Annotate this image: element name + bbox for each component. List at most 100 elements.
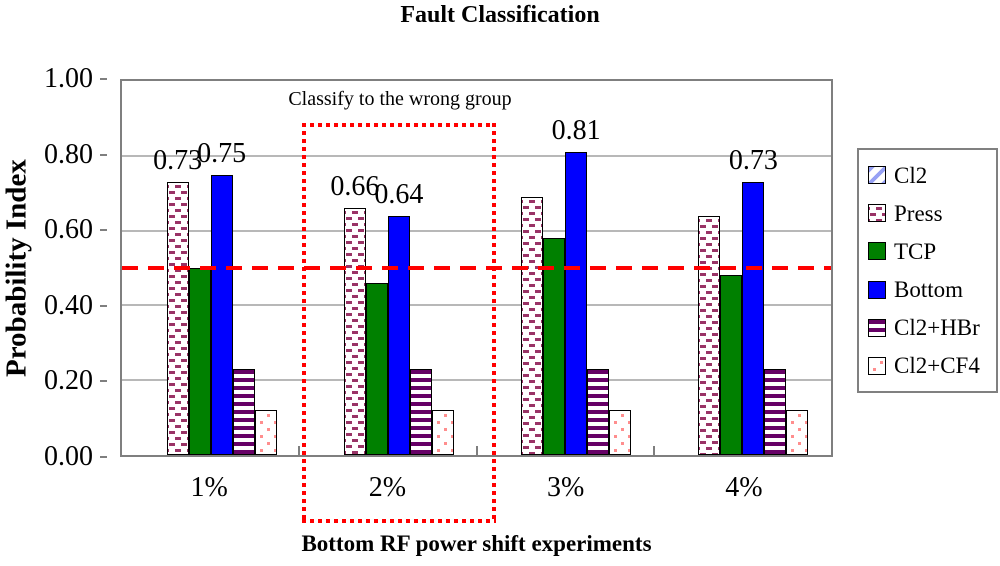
bar-slot: 0.73	[153, 81, 202, 455]
y-tick-mark	[100, 304, 107, 307]
bar-slot: 0.73	[729, 81, 778, 455]
bar-group-1%: 0.73 0.75	[122, 81, 299, 455]
bar-press-1%	[166, 181, 189, 455]
category-tick-mark	[652, 446, 655, 455]
x-axis-title: Bottom RF power shift experiments	[301, 531, 652, 556]
y-tick-mark	[100, 78, 107, 80]
bar-value-label: 0.75	[197, 137, 247, 169]
bottom-swatch-icon	[868, 280, 886, 299]
bar-cf4-1%	[254, 410, 277, 455]
bar-slot	[698, 81, 721, 455]
x-axis-labels: 1% 2% 3% 4%	[120, 472, 833, 504]
gridline	[122, 229, 831, 232]
gridline	[122, 304, 831, 307]
press-swatch-icon	[868, 204, 886, 223]
bar-value-label: 0.73	[153, 144, 203, 176]
legend: Cl2 Press TCP Bottom Cl2+HBr Cl2+CF4	[857, 148, 998, 393]
bar-slot	[365, 81, 388, 455]
bar-hbr-1%	[232, 368, 255, 455]
legend-label: Cl2	[894, 162, 928, 188]
bar-slot	[543, 81, 566, 455]
bar-slot: 0.75	[197, 81, 246, 455]
bar-slot: 0.64	[374, 81, 423, 455]
bar-tcp-4%	[720, 275, 743, 455]
bar-slot	[409, 81, 432, 455]
bar-slot: 0.66	[330, 81, 379, 455]
bar-slot	[587, 81, 610, 455]
cl2-swatch-icon	[868, 166, 886, 185]
tcp-swatch-icon	[868, 242, 886, 261]
y-tick-label: 0.00	[44, 441, 93, 472]
y-tick-mark	[100, 153, 107, 156]
bar-hbr-2%	[409, 368, 432, 455]
y-tick-mark	[100, 229, 107, 232]
y-tick-mark	[100, 456, 107, 458]
bar-cf4-2%	[431, 410, 454, 455]
x-tick-label-3%: 3%	[546, 472, 585, 503]
gridline	[122, 379, 831, 382]
legend-label: Cl2+CF4	[894, 353, 980, 379]
bar-bottom-2%	[387, 215, 410, 455]
highlight-box-bottom-edge	[302, 519, 496, 523]
y-tick-label: 0.80	[44, 138, 93, 170]
bar-slot	[786, 81, 809, 455]
bar-hbr-3%	[587, 368, 610, 455]
legend-item-tcp: TCP	[868, 240, 996, 263]
bar-slot: 0.81	[552, 81, 601, 455]
bar-slot	[431, 81, 454, 455]
bar-value-label: 0.64	[374, 178, 424, 210]
bar-slot	[764, 81, 787, 455]
legend-item-hbr: Cl2+HBr	[868, 316, 996, 339]
bar-group-3%: 0.81	[477, 81, 654, 455]
highlight-annotation: Classify to the wrong group	[288, 88, 512, 110]
cf4-swatch-icon	[868, 356, 886, 375]
legend-item-cl2: Cl2	[868, 164, 996, 187]
bar-group-4%: 0.73	[654, 81, 831, 455]
bar-press-3%	[521, 196, 544, 455]
category-tick-mark	[475, 446, 478, 455]
legend-label: TCP	[894, 238, 937, 264]
bar-cf4-4%	[786, 410, 809, 455]
bar-slot	[254, 81, 277, 455]
chart-title: Fault Classification	[400, 2, 600, 28]
legend-item-press: Press	[868, 202, 996, 225]
bar-press-2%	[343, 208, 366, 455]
bar-hbr-4%	[764, 368, 787, 455]
x-tick-label-4%: 4%	[725, 472, 763, 503]
bar-slot	[609, 81, 632, 455]
y-tick-label: 0.60	[44, 214, 93, 246]
reference-line	[122, 266, 831, 270]
y-tick-mark	[100, 380, 107, 383]
y-tick-label: 0.20	[44, 365, 93, 397]
bar-tcp-1%	[188, 268, 211, 455]
legend-label: Cl2+HBr	[894, 315, 980, 341]
bar-tcp-3%	[543, 238, 566, 455]
bar-cf4-3%	[609, 410, 632, 455]
bar-slot	[521, 81, 544, 455]
x-tick-label-1%: 1%	[190, 472, 228, 503]
bar-press-4%	[698, 215, 721, 455]
gridline	[122, 154, 831, 157]
x-tick-label-2%: 2%	[368, 472, 407, 503]
bar-slot	[720, 81, 743, 455]
bar-group-2%: 0.66 0.64	[299, 81, 476, 455]
y-tick-label: 1.00	[44, 63, 93, 94]
plot-area: 0.73 0.75 0.66 0.64 0.81 0.73	[120, 79, 833, 457]
bar-value-label: 0.66	[330, 171, 380, 203]
bar-value-label: 0.73	[728, 144, 778, 176]
bar-bottom-3%	[565, 152, 588, 455]
bar-bottom-1%	[210, 174, 233, 455]
bar-slot	[232, 81, 255, 455]
bar-value-label: 0.81	[551, 115, 601, 147]
bar-bottom-4%	[742, 181, 765, 455]
hbr-swatch-icon	[868, 318, 886, 337]
y-tick-label: 0.40	[44, 289, 93, 321]
legend-item-bottom: Bottom	[868, 278, 996, 301]
bar-groups: 0.73 0.75 0.66 0.64 0.81 0.73	[122, 81, 831, 455]
y-axis: 1.00 0.80 0.60 0.40 0.20 0.00	[0, 65, 107, 471]
legend-label: Bottom	[894, 277, 964, 303]
legend-item-cf4: Cl2+CF4	[868, 354, 996, 377]
bar-tcp-2%	[365, 282, 388, 455]
legend-label: Press	[894, 200, 943, 226]
